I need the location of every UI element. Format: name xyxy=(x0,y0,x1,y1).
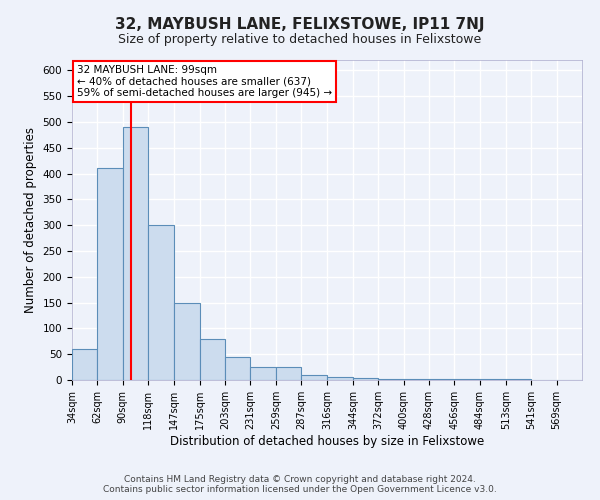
Text: 32 MAYBUSH LANE: 99sqm
← 40% of detached houses are smaller (637)
59% of semi-de: 32 MAYBUSH LANE: 99sqm ← 40% of detached… xyxy=(77,65,332,98)
Bar xyxy=(72,349,97,380)
Bar xyxy=(250,367,276,380)
Bar xyxy=(353,378,378,380)
Text: 32, MAYBUSH LANE, FELIXSTOWE, IP11 7NJ: 32, MAYBUSH LANE, FELIXSTOWE, IP11 7NJ xyxy=(115,18,485,32)
Text: Contains HM Land Registry data © Crown copyright and database right 2024.
Contai: Contains HM Land Registry data © Crown c… xyxy=(103,474,497,494)
Bar xyxy=(148,225,175,380)
Bar xyxy=(175,302,200,380)
Bar xyxy=(378,379,404,380)
Text: Size of property relative to detached houses in Felixstowe: Size of property relative to detached ho… xyxy=(118,32,482,46)
Bar xyxy=(225,357,250,380)
Bar xyxy=(301,375,328,380)
Y-axis label: Number of detached properties: Number of detached properties xyxy=(24,127,37,313)
Bar xyxy=(97,168,123,380)
Bar xyxy=(123,127,148,380)
Bar xyxy=(404,379,429,380)
Bar xyxy=(200,338,225,380)
Bar xyxy=(276,367,301,380)
Bar xyxy=(328,378,353,380)
X-axis label: Distribution of detached houses by size in Felixstowe: Distribution of detached houses by size … xyxy=(170,434,484,448)
